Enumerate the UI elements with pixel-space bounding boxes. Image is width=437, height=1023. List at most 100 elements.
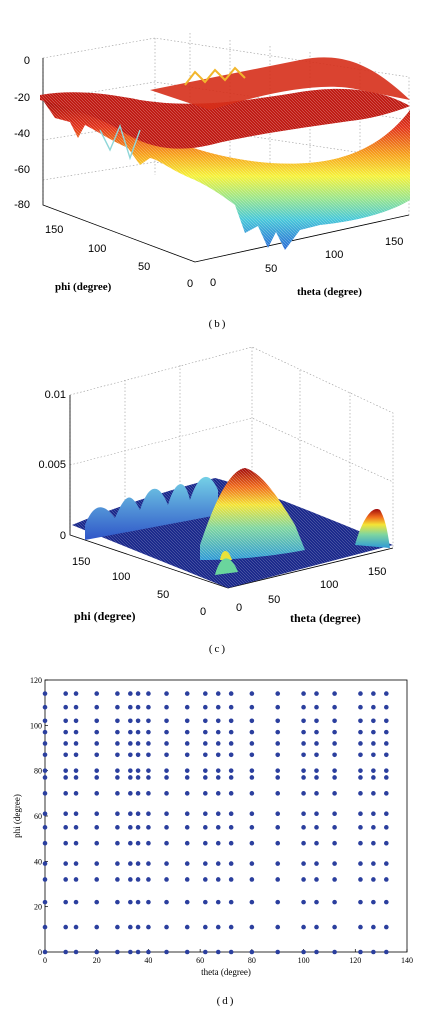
scatter-point (215, 877, 221, 882)
scatter-point (115, 840, 120, 846)
scatter-point (203, 775, 208, 780)
scatter-point (314, 691, 319, 696)
scatter-point (164, 924, 169, 930)
scatter-point (301, 877, 306, 882)
scatter-point (42, 775, 48, 780)
panel-b-z-tick: -20 (14, 92, 30, 104)
scatter-point (73, 899, 79, 905)
scatter-point (203, 704, 208, 710)
caption-b: (b) (209, 318, 228, 330)
scatter-point (332, 775, 337, 780)
panel-d-y-axis-label: phi (degree) (12, 794, 22, 838)
scatter-point (371, 899, 376, 905)
scatter-point (371, 752, 376, 758)
scatter-point (371, 861, 376, 866)
scatter-point (94, 811, 100, 817)
scatter-point (73, 840, 79, 846)
scatter-point (332, 861, 337, 866)
scatter-point (332, 825, 337, 830)
panel-b-y-tick: 100 (88, 243, 106, 255)
scatter-point (301, 775, 306, 780)
scatter-point (94, 877, 100, 882)
scatter-point (135, 811, 141, 817)
scatter-point (228, 704, 234, 710)
scatter-point (128, 704, 133, 710)
scatter-point (164, 691, 169, 696)
scatter-point (203, 877, 208, 882)
scatter-point (332, 949, 337, 955)
scatter-point (63, 949, 68, 955)
panel-b-x-tick: 50 (265, 263, 277, 275)
scatter-point (115, 704, 120, 710)
scatter-point (301, 861, 306, 866)
scatter-point (301, 811, 306, 817)
panel-c-x-axis-label: theta (degree) (290, 611, 361, 625)
scatter-point (115, 811, 120, 817)
panel-b-surface-plot: 0 -20 -40 -60 -80 150 100 50 0 50 100 15… (14, 33, 410, 298)
scatter-point (371, 877, 376, 882)
scatter-point (184, 840, 190, 846)
panel-d-points (42, 691, 389, 955)
scatter-point (203, 718, 208, 724)
panel-d-y-tick-label: 80 (34, 767, 42, 776)
panel-c-y-tick: 50 (157, 589, 169, 601)
scatter-point (228, 924, 234, 930)
scatter-point (301, 704, 306, 710)
panel-d-plot-frame (44, 679, 408, 953)
scatter-point (63, 691, 68, 696)
panel-d-x-axis-label: theta (degree) (201, 967, 251, 977)
scatter-point (115, 691, 120, 696)
panel-b-x-axis-label: theta (degree) (297, 286, 362, 298)
scatter-point (314, 768, 319, 773)
scatter-point (73, 718, 79, 724)
scatter-point (164, 768, 169, 773)
scatter-point (384, 691, 389, 696)
scatter-point (63, 741, 68, 746)
scatter-point (146, 840, 151, 846)
scatter-point (332, 924, 337, 930)
scatter-point (184, 949, 190, 955)
scatter-point (203, 811, 208, 817)
scatter-point (358, 752, 363, 758)
scatter-point (314, 877, 319, 882)
panel-b-origin-tick: 0 (210, 277, 216, 289)
scatter-point (63, 768, 68, 773)
scatter-point (184, 877, 190, 882)
scatter-point (249, 704, 255, 710)
scatter-point (128, 775, 133, 780)
scatter-point (128, 924, 133, 930)
scatter-point (42, 752, 48, 758)
scatter-point (115, 877, 120, 882)
scatter-point (135, 704, 141, 710)
panel-b-y-tick: 50 (138, 261, 150, 273)
scatter-point (275, 704, 281, 710)
scatter-point (146, 791, 151, 796)
scatter-point (184, 752, 190, 758)
scatter-point (115, 741, 120, 746)
scatter-point (228, 811, 234, 817)
scatter-point (249, 825, 255, 830)
panel-d-x-tick-label: 80 (248, 956, 256, 965)
scatter-point (249, 775, 255, 780)
scatter-point (184, 775, 190, 780)
scatter-point (73, 704, 79, 710)
panel-c-x-tick: 50 (268, 594, 280, 606)
scatter-point (371, 825, 376, 830)
panel-d-x-tick-label: 100 (298, 956, 310, 965)
scatter-point (228, 791, 234, 796)
scatter-point (228, 877, 234, 882)
panel-d-y-tick-label: 20 (34, 903, 42, 912)
scatter-point (332, 704, 337, 710)
scatter-point (63, 718, 68, 724)
scatter-point (135, 861, 141, 866)
scatter-point (215, 775, 221, 780)
scatter-point (215, 825, 221, 830)
scatter-point (249, 718, 255, 724)
scatter-point (215, 811, 221, 817)
scatter-point (358, 741, 363, 746)
scatter-point (384, 791, 389, 796)
scatter-point (42, 924, 48, 930)
scatter-point (384, 840, 389, 846)
scatter-point (301, 741, 306, 746)
scatter-point (115, 825, 120, 830)
